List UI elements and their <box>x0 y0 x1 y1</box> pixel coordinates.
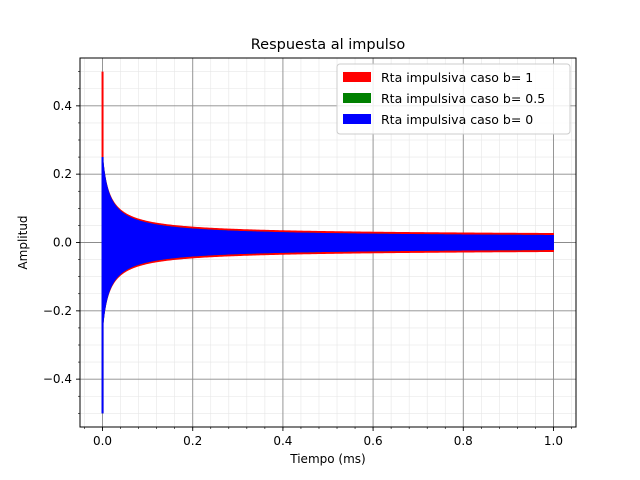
x-tick-label: 0.4 <box>273 434 292 448</box>
legend-label-0: Rta impulsiva caso b= 1 <box>381 70 533 85</box>
series-2 <box>101 157 554 414</box>
legend-swatch-2 <box>343 114 371 124</box>
y-tick-label: −0.2 <box>43 304 72 318</box>
x-tick-label: 0.8 <box>454 434 473 448</box>
legend-label-2: Rta impulsiva caso b= 0 <box>381 112 533 127</box>
ticks: 0.0 0.2 0.4 0.6 0.8 1.0 −0.4 −0.2 0.0 0.2 0.4 <box>43 71 572 448</box>
x-tick-label: 1.0 <box>544 434 563 448</box>
x-tick-label: 0.2 <box>183 434 202 448</box>
legend-swatch-0 <box>343 72 371 82</box>
y-tick-label: 0.0 <box>53 236 72 250</box>
y-tick-label: 0.2 <box>53 167 72 181</box>
y-tick-label: 0.4 <box>53 99 72 113</box>
series-band-2 <box>102 157 554 328</box>
y-axis-label: Amplitud <box>16 215 30 269</box>
legend-box <box>336 63 571 135</box>
chart-title: Respuesta al impulso <box>251 37 406 53</box>
legend-swatch-1 <box>343 93 371 103</box>
x-tick-label: 0.0 <box>93 434 112 448</box>
series-layer <box>101 71 554 414</box>
x-tick-label: 0.6 <box>364 434 383 448</box>
y-tick-label: −0.4 <box>43 372 72 386</box>
x-axis-label: Tiempo (ms) <box>289 452 365 466</box>
legend-label-1: Rta impulsiva caso b= 0.5 <box>381 91 545 106</box>
legend: Rta impulsiva caso b= 1 Rta impulsiva cas… <box>336 63 571 135</box>
